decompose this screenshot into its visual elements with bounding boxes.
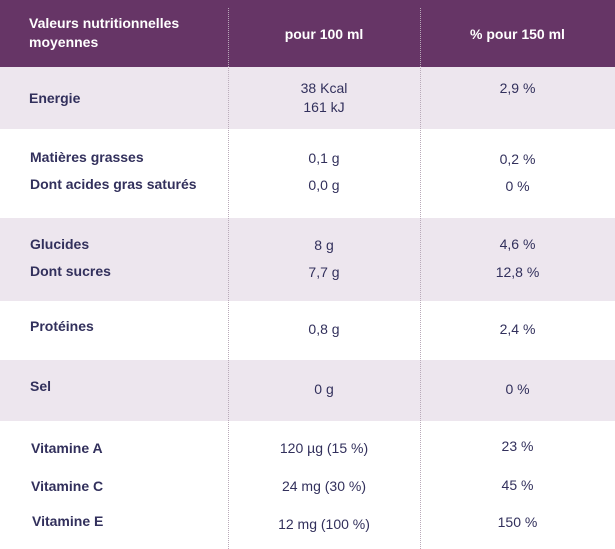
label-vitamine-c: Vitamine C <box>31 478 104 494</box>
value-vitamine-a: 120 µg (15 %) <box>279 440 369 456</box>
table-header: Valeurs nutritionnelles moyennes pour 10… <box>0 0 615 67</box>
value-matieres-grasses: 0,1 g <box>308 150 340 166</box>
row-sel: Sel 0 g 0 % <box>0 360 615 421</box>
value-vitamine-a-percent: 23 % <box>501 438 534 454</box>
value-glucides: 8 g <box>314 237 334 253</box>
label-proteines: Protéines <box>30 318 94 334</box>
label-energie: Energie <box>29 90 81 106</box>
value-vitamine-e-percent: 150 % <box>497 514 538 530</box>
column-divider <box>420 8 421 549</box>
row-matieres-grasses: Matières grasses 0,1 g 0,2 % Dont acides… <box>0 129 615 218</box>
value-acides-gras-satures: 0,0 g <box>308 177 340 193</box>
value-matieres-grasses-percent: 0,2 % <box>499 151 536 167</box>
row-glucides: Glucides 8 g 4,6 % Dont sucres 7,7 g 12,… <box>0 218 615 301</box>
value-vitamine-c: 24 mg (30 %) <box>281 478 367 494</box>
value-vitamine-c-percent: 45 % <box>501 477 534 493</box>
value-energie-percent: 2,9 % <box>499 80 536 96</box>
value-proteines-percent: 2,4 % <box>499 321 536 337</box>
value-energie-kcal: 38 Kcal <box>300 80 348 96</box>
label-acides-gras-satures: Dont acides gras saturés <box>30 176 197 192</box>
row-energie: Energie 38 Kcal 161 kJ 2,9 % <box>0 67 615 129</box>
header-nutrition-label: Valeurs nutritionnelles moyennes <box>29 15 180 50</box>
value-vitamine-e: 12 mg (100 %) <box>278 516 370 532</box>
header-per-150ml: % pour 150 ml <box>470 26 565 42</box>
value-proteines: 0,8 g <box>308 321 340 337</box>
label-glucides: Glucides <box>30 236 90 252</box>
column-divider <box>228 8 229 549</box>
value-sucres-percent: 12,8 % <box>495 264 540 280</box>
row-proteines: Protéines 0,8 g 2,4 % <box>0 301 615 360</box>
label-sel: Sel <box>30 378 52 394</box>
value-glucides-percent: 4,6 % <box>499 236 536 252</box>
value-sel-percent: 0 % <box>505 381 530 397</box>
value-sucres: 7,7 g <box>308 264 340 280</box>
label-vitamine-e: Vitamine E <box>32 513 104 529</box>
value-sel: 0 g <box>314 381 334 397</box>
label-vitamine-a: Vitamine A <box>31 440 103 456</box>
label-matieres-grasses: Matières grasses <box>30 149 144 165</box>
value-energie-kj: 161 kJ <box>303 99 345 115</box>
value-acides-gras-satures-percent: 0 % <box>505 178 530 194</box>
row-vitamines: Vitamine A 120 µg (15 %) 23 % Vitamine C… <box>0 421 615 549</box>
header-per-100ml: pour 100 ml <box>284 26 364 42</box>
label-sucres: Dont sucres <box>30 263 111 279</box>
